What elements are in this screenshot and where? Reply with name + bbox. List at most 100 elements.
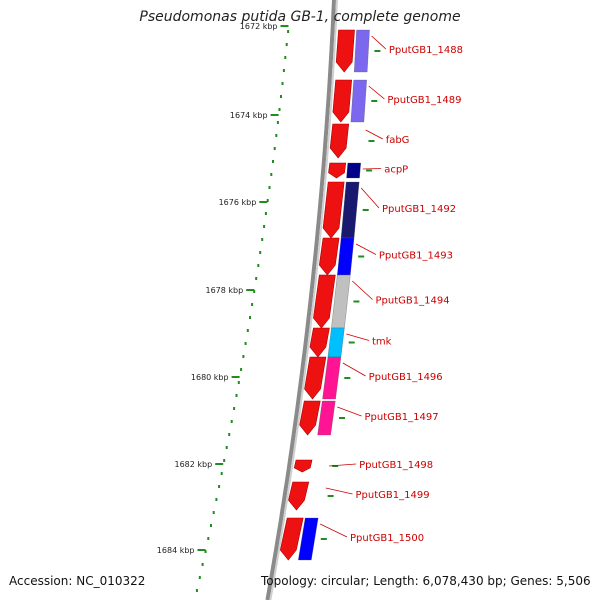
gene-marker [358,255,365,258]
ruler-dot [218,485,221,488]
ruler-dot [278,108,281,111]
gene-block [354,29,370,73]
gene-marker [348,341,355,344]
ruler-dot [201,563,204,566]
gene-marker [332,465,339,467]
gene-label: PputGB1_1488 [389,45,463,56]
ruler-dot [255,277,258,280]
ruler-dot [204,550,207,553]
map-title: Pseudomonas putida GB-1, complete genome [139,9,461,25]
ruler-dot [275,134,278,137]
cds-arrow [313,274,336,329]
ruler-tick [197,549,206,551]
ruler-dot [246,329,249,332]
ruler-dot [276,121,279,124]
gene-block [327,327,345,358]
gene-marker [353,300,360,303]
ruler-dot [281,82,284,85]
gene-block [317,400,336,436]
kbp-label: 1684 kbp [157,546,195,555]
leader-line [371,35,387,50]
ruler-dot [261,238,264,241]
leader-line [352,280,373,300]
genome-summary: Topology: circular; Length: 6,078,430 bp… [261,574,591,588]
kbp-label: 1678 kbp [205,286,243,295]
gene-marker [374,50,381,52]
ruler-dot [215,498,218,501]
kbp-label: 1672 kbp [240,22,278,31]
gene-label: PputGB1_1492 [382,204,456,215]
backbone-line [265,0,336,600]
ruler-dot [253,290,256,293]
cds-arrow [328,162,347,179]
gene-label: acpP [384,165,408,176]
leader-line [360,187,380,209]
gene-marker [368,140,375,142]
ruler-dot [225,446,228,449]
leader-line [325,487,353,495]
gene-label: tmk [372,337,392,348]
ruler-dot [263,225,266,228]
leader-line [362,168,382,170]
cds-arrow [293,459,313,473]
gene-label: fabG [386,135,410,146]
cds-arrow [318,237,340,276]
kbp-label: 1682 kbp [174,460,212,469]
ruler-dot [228,433,231,436]
backbone-highlight [269,0,338,600]
leader-line [365,129,383,140]
gene-marker [344,377,351,379]
gene-block [298,517,319,561]
cds-arrow [329,123,350,159]
ruler-dot [210,524,212,527]
gene-label: PputGB1_1489 [387,95,461,106]
kbp-label: 1676 kbp [219,198,257,207]
kbp-label: 1674 kbp [230,111,268,120]
ruler-dot [198,576,201,579]
gene-block [350,79,367,123]
gene-block [322,356,342,400]
gene-marker [371,100,378,102]
gene-label: PputGB1_1497 [365,412,439,423]
cds-arrow [299,400,321,436]
leader-line [337,406,362,417]
ruler-tick [231,376,240,378]
gene-block [337,237,355,276]
gene-track [279,29,381,561]
ruler-dot [195,589,198,592]
accession-text: Accession: NC_010322 [9,574,146,588]
kbp-label: 1680 kbp [191,373,229,382]
ruler-dot [285,43,288,46]
gene-labels: PputGB1_1488 PputGB1_1489 fabG acpP PputGB1_… [320,35,463,544]
ruler-dot [230,420,233,423]
leader-line [346,333,370,341]
ruler-dot [282,69,285,72]
leader-line [320,523,348,538]
ruler-dot [249,316,251,319]
leader-line [355,243,377,255]
ruler-dot [240,368,243,371]
ruler-dot [251,303,254,306]
ruler-tick [280,25,289,27]
ruler-tick [270,114,279,116]
ruler-tick [246,289,255,291]
cds-arrow [322,181,345,239]
genome-backbone [265,0,338,600]
gene-block [340,181,360,239]
cds-arrow [279,517,304,561]
gene-marker [362,209,369,211]
gene-marker [327,495,334,497]
ruler-dot [268,186,271,189]
ruler-dot [207,537,210,540]
leader-line [342,362,366,377]
gene-label: PputGB1_1494 [376,296,450,307]
gene-label: PputGB1_1496 [369,372,443,383]
cds-arrow [288,481,310,511]
gene-block [346,162,361,179]
ruler-dot [284,56,287,59]
cds-arrow [304,356,327,400]
kbp-ruler: 1672 kbp 1674 kbp 1676 kbp 1678 kbp 1680 kbp… [157,22,290,592]
leader-line [328,463,357,467]
gene-marker [366,169,373,172]
